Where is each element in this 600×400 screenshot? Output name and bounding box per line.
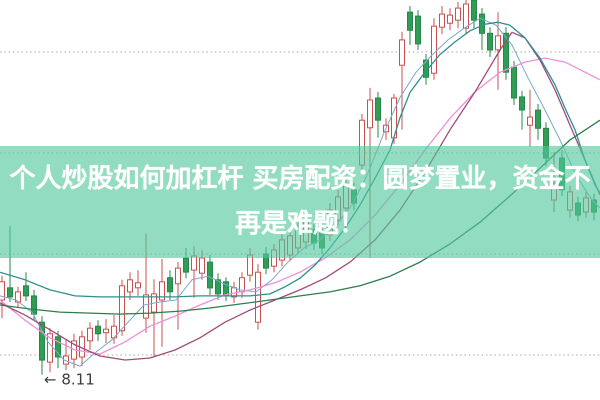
ma-pink [0,57,600,355]
low-price-annotation: ← 8.11 [44,371,95,389]
promo-banner-line2: 再是难题！ [234,209,365,239]
promo-banner[interactable]: 个人炒股如何加杠杆 买房配资：圆梦置业，资金不 再是难题！ [0,146,600,258]
promo-banner-line1: 个人炒股如何加杠杆 买房配资：圆梦置业，资金不 [9,164,591,194]
